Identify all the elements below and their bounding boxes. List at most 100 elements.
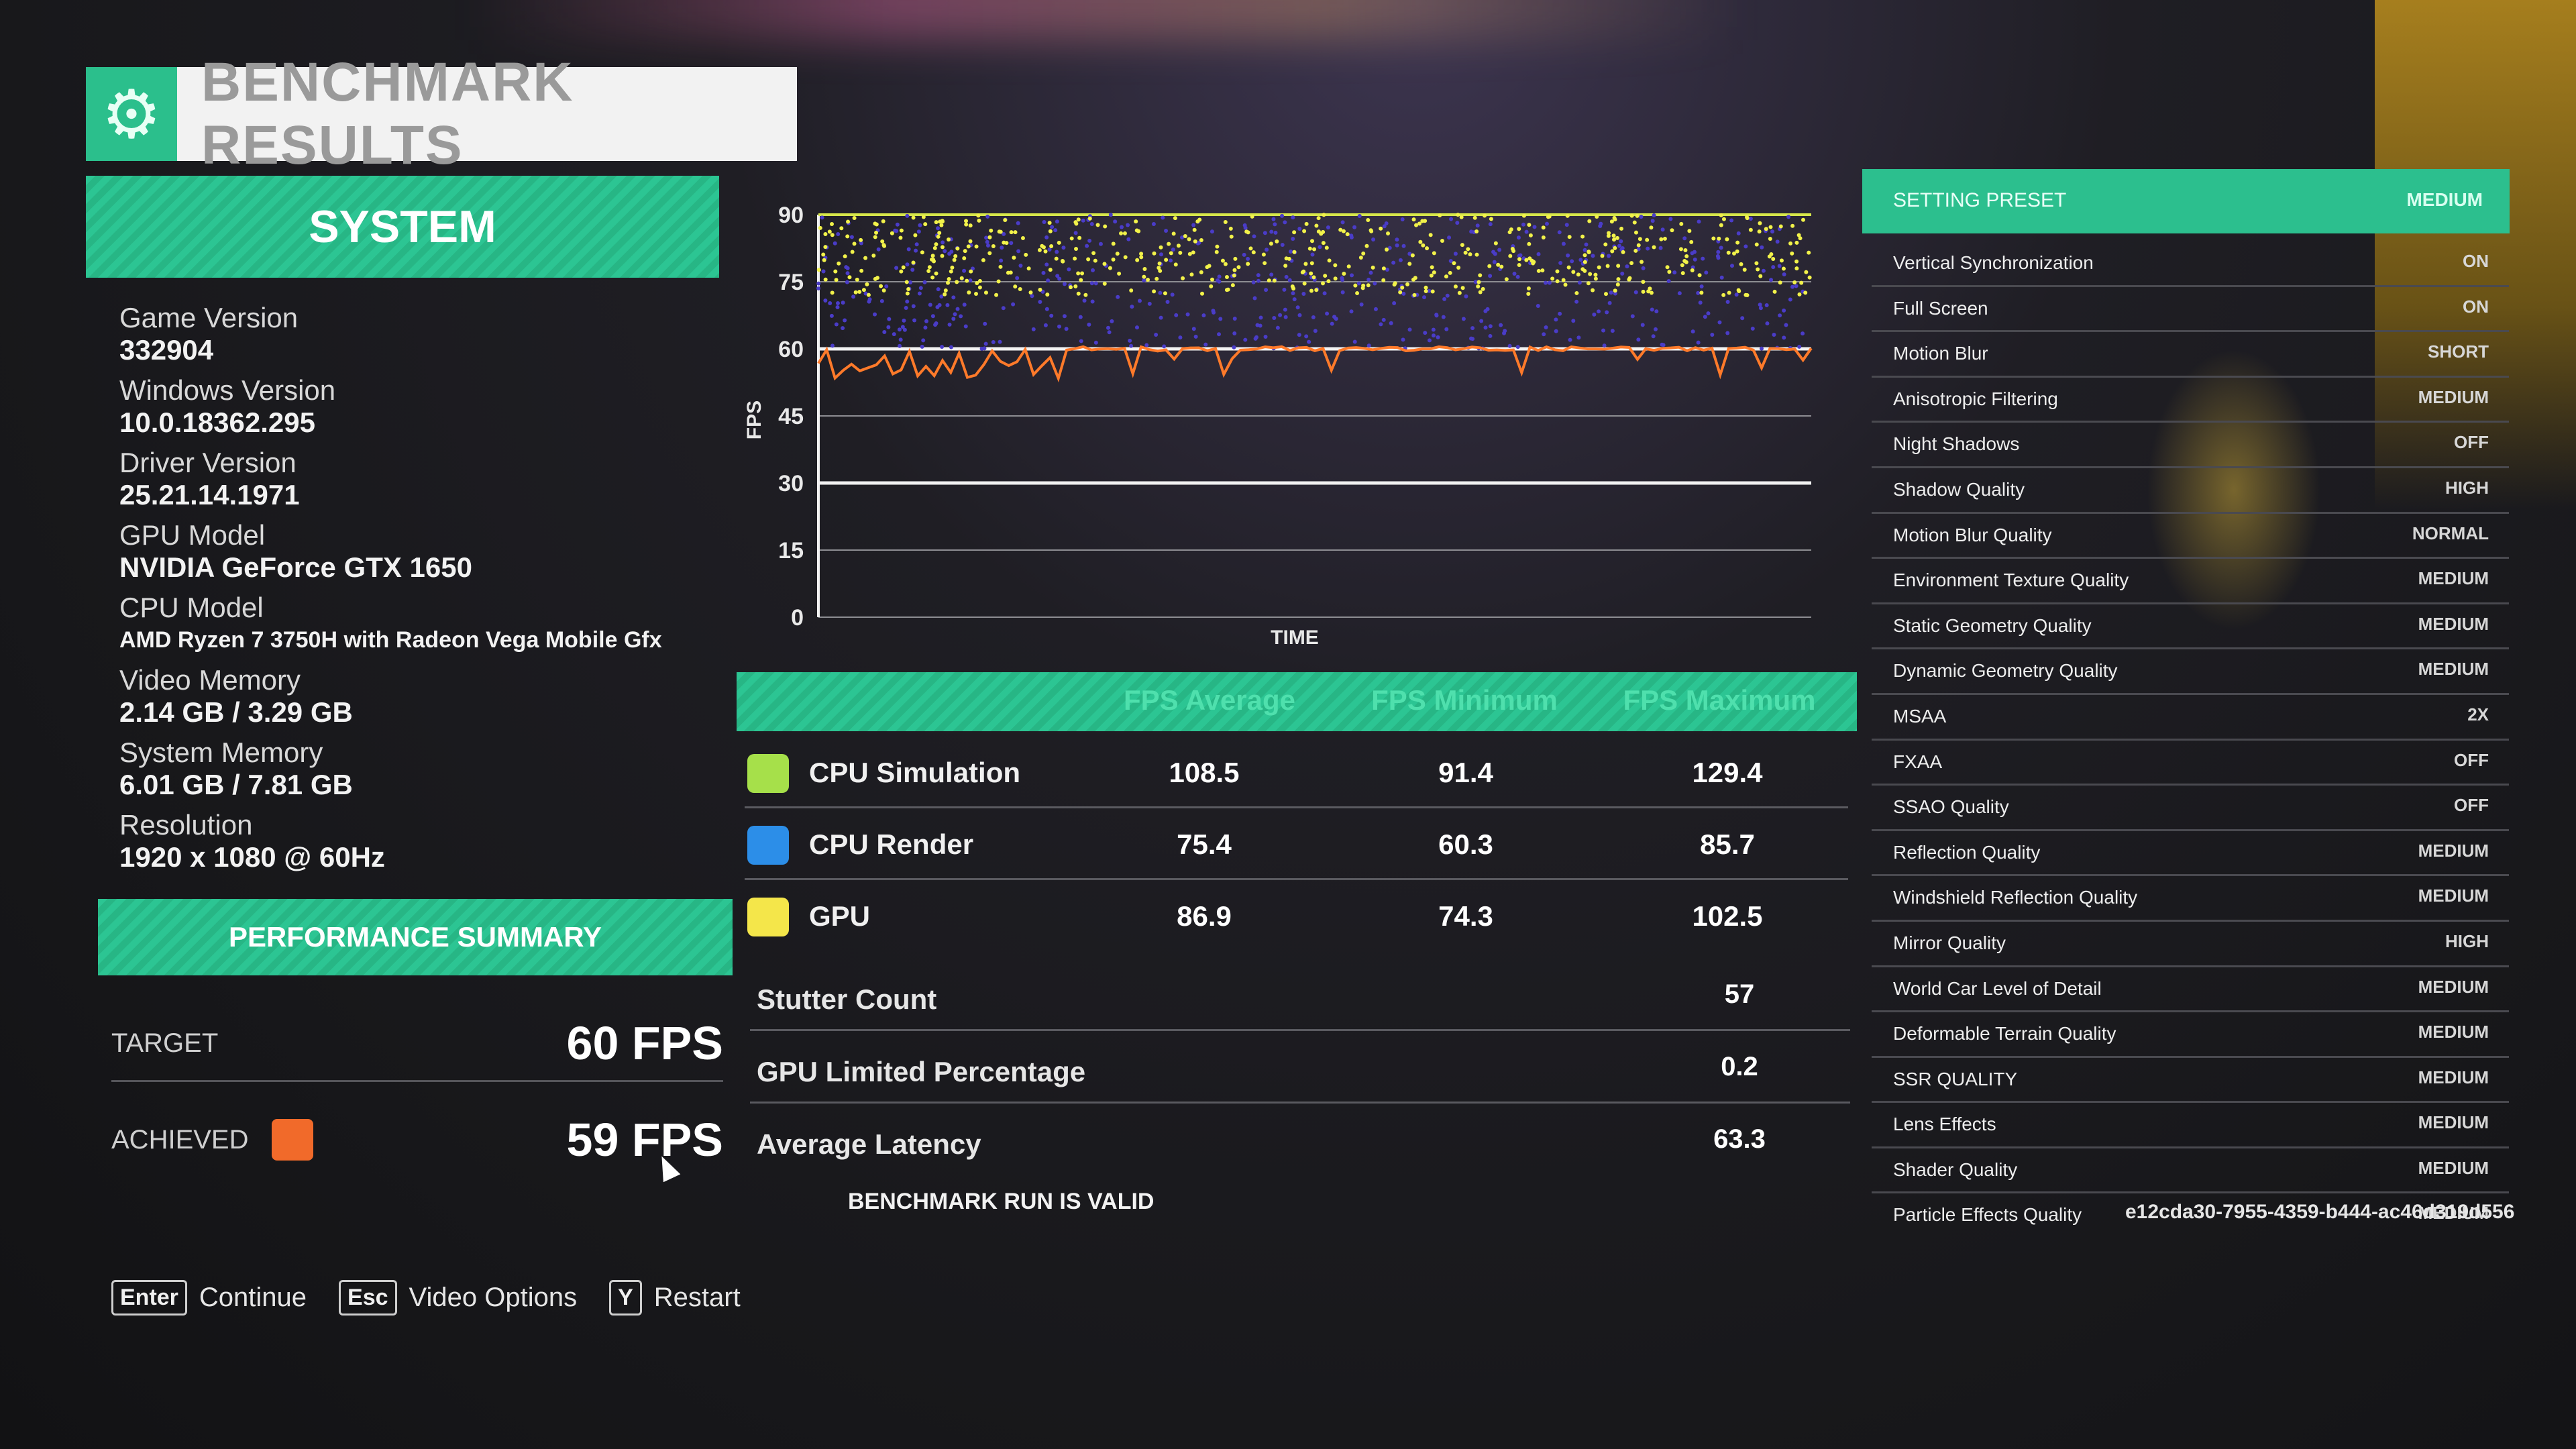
chart-point [1203,342,1208,347]
chart-point [886,325,891,329]
chart-point [1689,239,1694,244]
chart-point [1516,235,1521,240]
chart-point [935,305,940,309]
chart-point [1536,252,1541,256]
chart-point [1721,292,1726,297]
system-item-value: 332904 [119,334,214,366]
chart-point [829,222,834,227]
setting-row: Shadow Quality HIGH [1872,468,2509,514]
setting-row: Lens Effects MEDIUM [1872,1103,2509,1148]
setting-name: Deformable Terrain Quality [1893,1023,2116,1044]
setting-name: MSAA [1893,705,1947,727]
chart-point [904,305,908,310]
chart-point [829,313,834,318]
chart-point [1312,247,1317,252]
chart-point [1798,236,1803,241]
chart-point [1057,276,1062,281]
chart-point [991,339,996,344]
chart-point [1201,313,1206,318]
chart-point [1272,316,1277,321]
chart-point [1698,301,1703,305]
chart-point [1607,254,1611,258]
system-item-cpu-model: CPU Model AMD Ryzen 7 3750H with Radeon … [119,592,737,664]
chart-point [1398,290,1403,294]
chart-point [1555,279,1560,284]
chart-point [1468,252,1472,257]
chart-point [1316,229,1321,234]
chart-point [1526,286,1531,291]
chart-point [833,241,837,246]
setting-value: MEDIUM [2418,1022,2489,1042]
chart-point [1171,231,1176,236]
chart-point [1636,337,1641,342]
chart-point [1740,316,1745,321]
chart-point [1546,215,1550,219]
chart-point [1152,251,1157,256]
chart-point [987,235,992,239]
video-options-button[interactable]: Esc Video Options [339,1280,577,1316]
chart-point [1652,245,1656,250]
chart-point [1742,267,1747,272]
chart-point [1159,245,1163,250]
setting-row: Deformable Terrain Quality MEDIUM [1872,1012,2509,1058]
chart-point [1384,221,1389,225]
restart-button[interactable]: Y Restart [609,1280,741,1316]
system-item-label: System Memory [119,737,323,768]
chart-point [1457,290,1462,295]
chart-point [1352,225,1357,229]
chart-point [1291,291,1295,296]
chart-point [1470,337,1475,341]
chart-point [1151,221,1156,226]
setting-value: MEDIUM [2418,885,2489,906]
chart-point [1142,267,1147,272]
chart-point [1117,271,1122,276]
chart-point [1108,213,1113,217]
chart-point [820,215,824,220]
chart-point [1772,333,1776,337]
chart-point [822,258,826,262]
chart-point [898,337,903,342]
chart-point [1108,266,1112,270]
fps-maximum-header: FPS Maximum [1623,684,1816,716]
fps-chart: 90 75 60 45 30 15 0 FPS TIME [743,203,1813,649]
chart-point [830,233,835,237]
chart-point [1009,230,1014,235]
chart-point [1459,215,1464,219]
chart-point [1452,261,1456,266]
chart-point [1368,270,1373,275]
chart-point [1725,237,1729,241]
continue-button[interactable]: Enter Continue [111,1280,307,1316]
stat-row-stutter-count: Stutter Count 57 [750,959,1850,1031]
chart-point [1314,288,1319,292]
chart-point [1301,292,1306,297]
chart-point [1289,249,1293,254]
chart-point [1650,307,1654,312]
chart-point [1543,280,1548,285]
chart-point [1026,266,1031,271]
system-item-value: 25.21.14.1971 [119,479,300,511]
chart-point [1734,292,1739,297]
chart-point [1011,302,1016,307]
chart-point [1387,246,1392,250]
chart-point [924,319,929,323]
chart-point [1366,217,1371,222]
chart-point [843,318,847,323]
chart-point [940,245,945,250]
chart-point [1778,280,1782,285]
chart-point [1229,234,1234,239]
fps-average-value: 86.9 [1177,900,1232,932]
setting-name: Motion Blur Quality [1893,524,2052,545]
system-item-video-memory: Video Memory 2.14 GB / 3.29 GB [119,664,737,737]
chart-point [959,314,963,319]
chart-point [1220,258,1225,263]
chart-point [1161,215,1165,220]
chart-point [1093,258,1097,263]
chart-point [977,278,982,283]
chart-point [1263,334,1268,339]
chart-point [1269,241,1273,246]
chart-point [1455,221,1460,225]
system-item-label: Driver Version [119,447,297,478]
chart-point [1273,230,1278,235]
chart-point [1407,262,1412,266]
chart-point [892,332,896,337]
